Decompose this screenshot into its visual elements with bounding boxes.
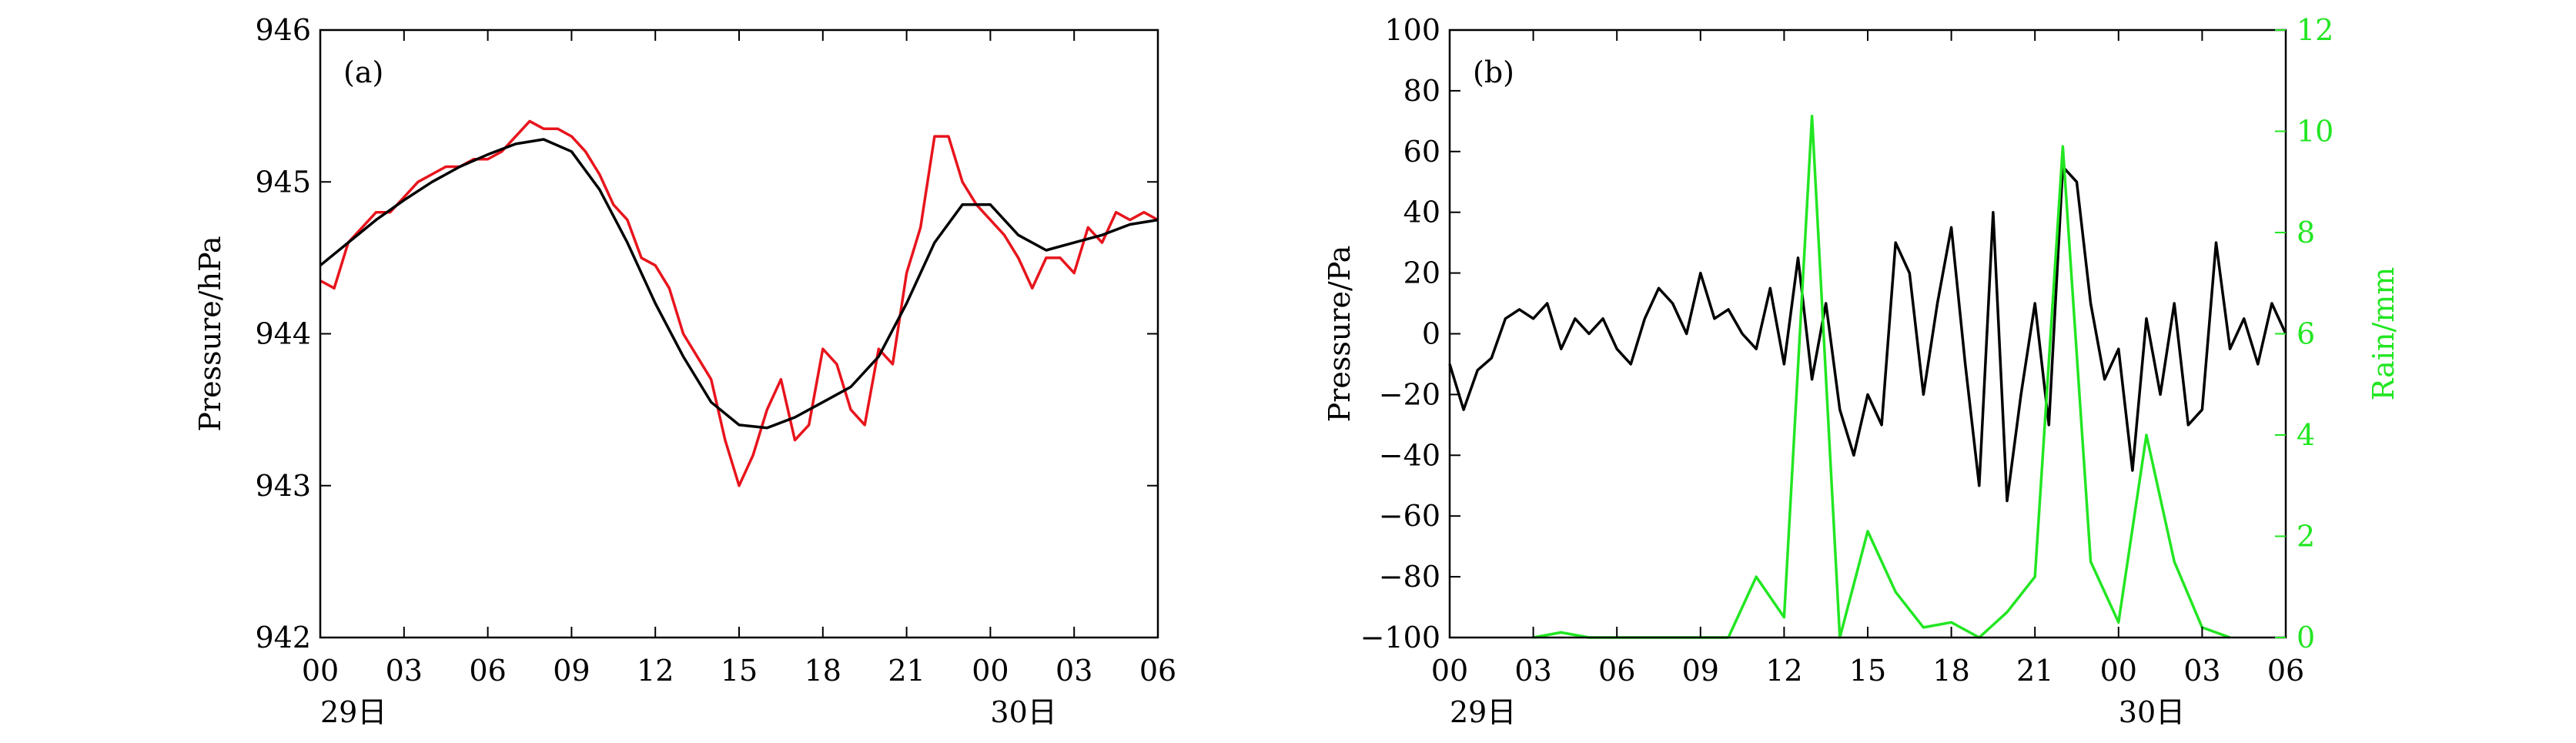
data-line <box>319 119 1159 487</box>
x-tick-label: 03 <box>2183 654 2220 688</box>
y2-tick-label: 10 <box>2297 115 2333 149</box>
x-tick-label: 00 <box>302 654 339 688</box>
x-tick-label: 03 <box>1514 654 1551 688</box>
y-tick-label: −60 <box>1379 499 1440 533</box>
panel-label: (b) <box>1473 55 1514 89</box>
y-tick-label: 944 <box>255 317 311 351</box>
x-tick-label: 15 <box>721 654 758 688</box>
data-line <box>319 138 1159 430</box>
x-tick-label: 03 <box>386 654 423 688</box>
x-tick-label: 21 <box>888 654 925 688</box>
y-tick-label: 0 <box>1422 317 1440 351</box>
y-tick-label: −40 <box>1379 438 1440 472</box>
x-date-label: 30日 <box>2119 695 2185 729</box>
y2-axis-label: Rain/mm <box>2367 267 2400 401</box>
y2-tick-label: 12 <box>2297 13 2333 47</box>
x-tick-label: 06 <box>469 654 506 688</box>
x-date-label: 29日 <box>320 695 386 729</box>
y-tick-label: 943 <box>255 469 311 503</box>
y-axis-label: Pressure/Pa <box>1323 246 1357 423</box>
plot-frame <box>1448 28 2287 639</box>
y2-tick-label: 0 <box>2297 621 2315 654</box>
y2-tick-label: 2 <box>2297 520 2315 554</box>
x-date-label: 29日 <box>1450 695 1516 729</box>
y-tick-label: 946 <box>255 13 311 47</box>
x-tick-label: 12 <box>1765 654 1802 688</box>
plot-frame <box>319 28 1159 639</box>
y2-tick-label: 4 <box>2297 418 2315 452</box>
x-tick-label: 09 <box>553 654 590 688</box>
x-date-label: 30日 <box>990 695 1056 729</box>
x-tick-label: 18 <box>1932 654 1969 688</box>
y-tick-label: 100 <box>1384 13 1440 47</box>
y-tick-label: −80 <box>1379 560 1440 594</box>
panel-label: (a) <box>343 55 383 89</box>
y-axis-label: Pressure/hPa <box>193 236 227 431</box>
x-tick-label: 15 <box>1849 654 1886 688</box>
y-tick-label: 80 <box>1403 74 1440 108</box>
x-tick-label: 06 <box>2267 654 2304 688</box>
y-tick-label: −100 <box>1360 621 1440 654</box>
y-tick-label: 20 <box>1403 256 1440 290</box>
x-tick-label: 00 <box>1431 654 1468 688</box>
y-tick-label: 40 <box>1403 196 1440 229</box>
data-line <box>1448 165 2287 503</box>
y-tick-label: 942 <box>255 621 311 654</box>
y2-tick-label: 8 <box>2297 216 2315 249</box>
x-tick-label: 00 <box>972 654 1009 688</box>
y2-tick-label: 6 <box>2297 317 2315 351</box>
x-tick-label: 06 <box>1139 654 1176 688</box>
x-tick-label: 03 <box>1055 654 1092 688</box>
x-tick-label: 09 <box>1682 654 1719 688</box>
x-tick-label: 12 <box>637 654 674 688</box>
y-tick-label: 945 <box>255 165 311 199</box>
x-tick-label: 00 <box>2100 654 2137 688</box>
y-tick-label: 60 <box>1403 135 1440 169</box>
y-tick-label: −20 <box>1379 377 1440 411</box>
x-tick-label: 21 <box>2016 654 2053 688</box>
x-tick-label: 18 <box>805 654 841 688</box>
x-tick-label: 06 <box>1598 654 1635 688</box>
data-line <box>1533 115 2231 639</box>
